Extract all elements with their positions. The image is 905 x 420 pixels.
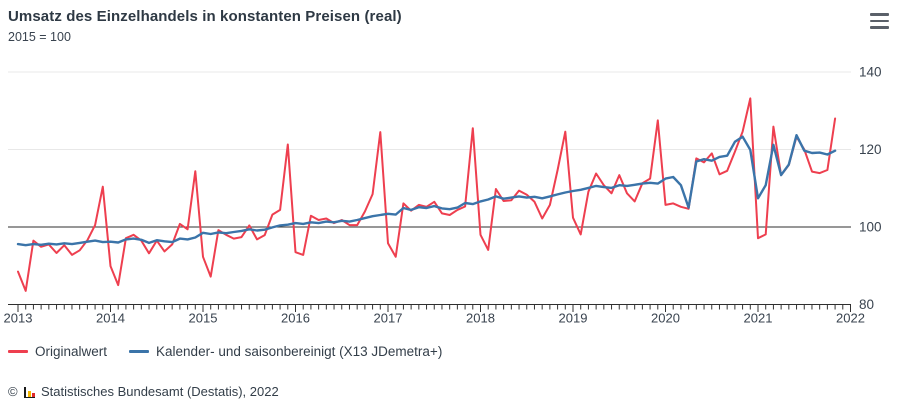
legend: Originalwert Kalender- und saisonbereinig… <box>8 344 442 359</box>
x-axis-year-label: 2017 <box>374 311 403 326</box>
chart-subtitle: 2015 = 100 <box>8 30 71 44</box>
copyright-symbol: © <box>8 384 18 399</box>
credits-link[interactable]: © Statistisches Bundesamt (Destatis), 20… <box>8 384 279 399</box>
y-axis-label: 80 <box>859 297 874 312</box>
x-axis-year-label: 2018 <box>466 311 495 326</box>
legend-line-marker <box>8 350 28 353</box>
hamburger-menu-icon[interactable] <box>868 11 891 31</box>
original-series-line <box>17 97 837 292</box>
y-axis-label: 140 <box>859 65 882 80</box>
destatis-bars-icon <box>23 385 35 398</box>
x-axis-year-label: 2013 <box>4 311 33 326</box>
legend-label: Originalwert <box>35 344 108 359</box>
legend-item-saisonbereinigt[interactable]: Kalender- und saisonbereinigt (X13 JDeme… <box>129 344 442 359</box>
x-axis-year-label: 2022 <box>836 311 865 326</box>
x-axis-year-label: 2015 <box>189 311 218 326</box>
page-title: Umsatz des Einzelhandels in konstanten P… <box>8 8 402 25</box>
x-axis-year-label: 2014 <box>96 311 125 326</box>
credit-text: Statistisches Bundesamt (Destatis), 2022 <box>40 384 279 399</box>
x-axis-year-label: 2016 <box>281 311 310 326</box>
x-axis-year-label: 2020 <box>651 311 680 326</box>
legend-label: Kalender- und saisonbereinigt (X13 JDeme… <box>156 344 443 359</box>
adjusted-series-line <box>16 133 837 247</box>
chart-header: Umsatz des Einzelhandels in konstanten P… <box>8 8 402 44</box>
legend-line-marker <box>129 350 150 353</box>
legend-item-originalwert[interactable]: Originalwert <box>8 344 107 359</box>
x-axis-year-label: 2019 <box>559 311 588 326</box>
x-axis-year-label: 2021 <box>744 311 773 326</box>
y-axis-label: 100 <box>859 220 882 235</box>
y-axis-label: 120 <box>859 142 882 157</box>
